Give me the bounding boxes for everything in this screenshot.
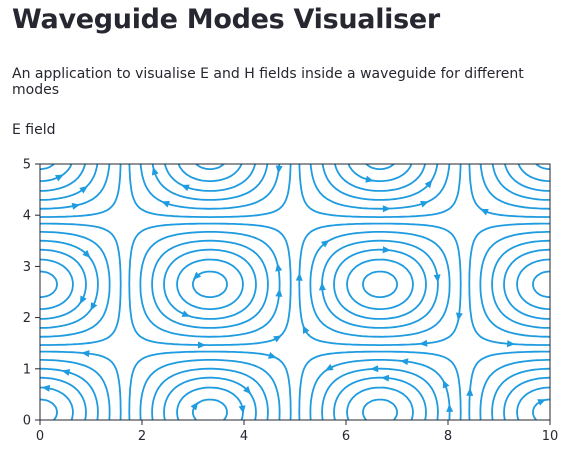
- stream-arrow: [275, 165, 283, 174]
- stream-arrow: [382, 246, 391, 254]
- stream-arrow: [537, 399, 546, 406]
- stream-arrow: [320, 240, 330, 248]
- app-subtitle: An application to visualise E and H fiel…: [12, 66, 524, 98]
- stream-arrow: [161, 200, 170, 208]
- stream-line: [40, 164, 550, 420]
- stream-arrow: [420, 200, 429, 208]
- stream-arrow: [190, 401, 199, 411]
- stream-arrow: [181, 310, 191, 317]
- y-tick-label: 1: [23, 362, 31, 377]
- stream-arrow: [181, 184, 190, 192]
- stream-arrow: [90, 302, 98, 311]
- stream-arrow: [295, 272, 303, 281]
- stream-arrow: [466, 387, 474, 396]
- stream-arrow: [79, 295, 87, 305]
- stream-line: [40, 164, 550, 420]
- stream-arrow: [480, 208, 489, 216]
- app-title: Waveguide Modes Visualiser: [12, 4, 440, 35]
- y-tick-label: 4: [23, 209, 31, 224]
- stream-line: [40, 164, 550, 420]
- x-tick-label: 6: [342, 429, 350, 444]
- stream-line: [40, 164, 550, 420]
- stream-arrow: [380, 374, 390, 382]
- stream-arrow: [79, 185, 88, 194]
- stream-arrow: [446, 403, 454, 412]
- stream-arrow: [455, 312, 463, 321]
- stream-lines: [40, 164, 550, 420]
- axes: 0 2 4 6 8 10 0 1 2 3 4 5: [23, 158, 559, 445]
- stream-arrow: [275, 263, 283, 272]
- x-tick-label: 2: [138, 429, 146, 444]
- stream-line: [40, 164, 550, 420]
- stream-line: [40, 164, 550, 420]
- x-tick-label: 10: [542, 429, 559, 444]
- stream-arrow: [55, 174, 64, 182]
- stream-arrow: [302, 325, 310, 334]
- stream-arrow: [243, 386, 252, 395]
- e-field-label: E field: [12, 122, 56, 138]
- stream-arrow: [275, 288, 283, 297]
- stream-arrow: [400, 358, 409, 366]
- stream-arrow: [61, 369, 71, 376]
- x-tick-label: 8: [444, 429, 452, 444]
- stream-arrow: [192, 271, 202, 280]
- stream-arrow: [442, 379, 450, 389]
- stream-arrow: [151, 166, 159, 176]
- stream-arrow: [419, 339, 428, 347]
- stream-line: [40, 164, 550, 420]
- y-tick-label: 0: [23, 414, 31, 429]
- stream-line: [40, 164, 550, 420]
- e-field-streamplot: 0 2 4 6 8 10 0 1 2 3 4 5: [23, 158, 559, 445]
- stream-arrow: [71, 202, 81, 210]
- stream-line: [40, 164, 550, 420]
- stream-arrow: [82, 249, 91, 258]
- stream-arrow: [273, 335, 282, 343]
- stream-arrow: [382, 205, 391, 213]
- plot-frame: [39, 163, 551, 421]
- stream-arrow: [318, 282, 326, 291]
- x-tick-label: 4: [240, 429, 248, 444]
- stream-arrow: [197, 341, 206, 349]
- stream-arrow: [238, 405, 246, 414]
- stream-line: [40, 164, 550, 420]
- stream-arrow: [506, 340, 516, 348]
- stream-arrow: [370, 365, 379, 373]
- stream-line: [40, 164, 550, 420]
- x-tick-label: 0: [36, 429, 44, 444]
- stream-arrow: [324, 363, 334, 371]
- stream-line: [40, 164, 550, 420]
- stream-arrow: [365, 175, 374, 183]
- stream-arrow: [433, 274, 441, 283]
- stream-arrow: [268, 352, 277, 359]
- stream-arrow: [81, 350, 90, 358]
- y-tick-label: 2: [23, 311, 31, 326]
- y-tick-label: 3: [23, 260, 31, 275]
- stream-arrow: [424, 179, 433, 189]
- stream-arrow: [41, 384, 51, 392]
- y-tick-label: 5: [23, 158, 31, 173]
